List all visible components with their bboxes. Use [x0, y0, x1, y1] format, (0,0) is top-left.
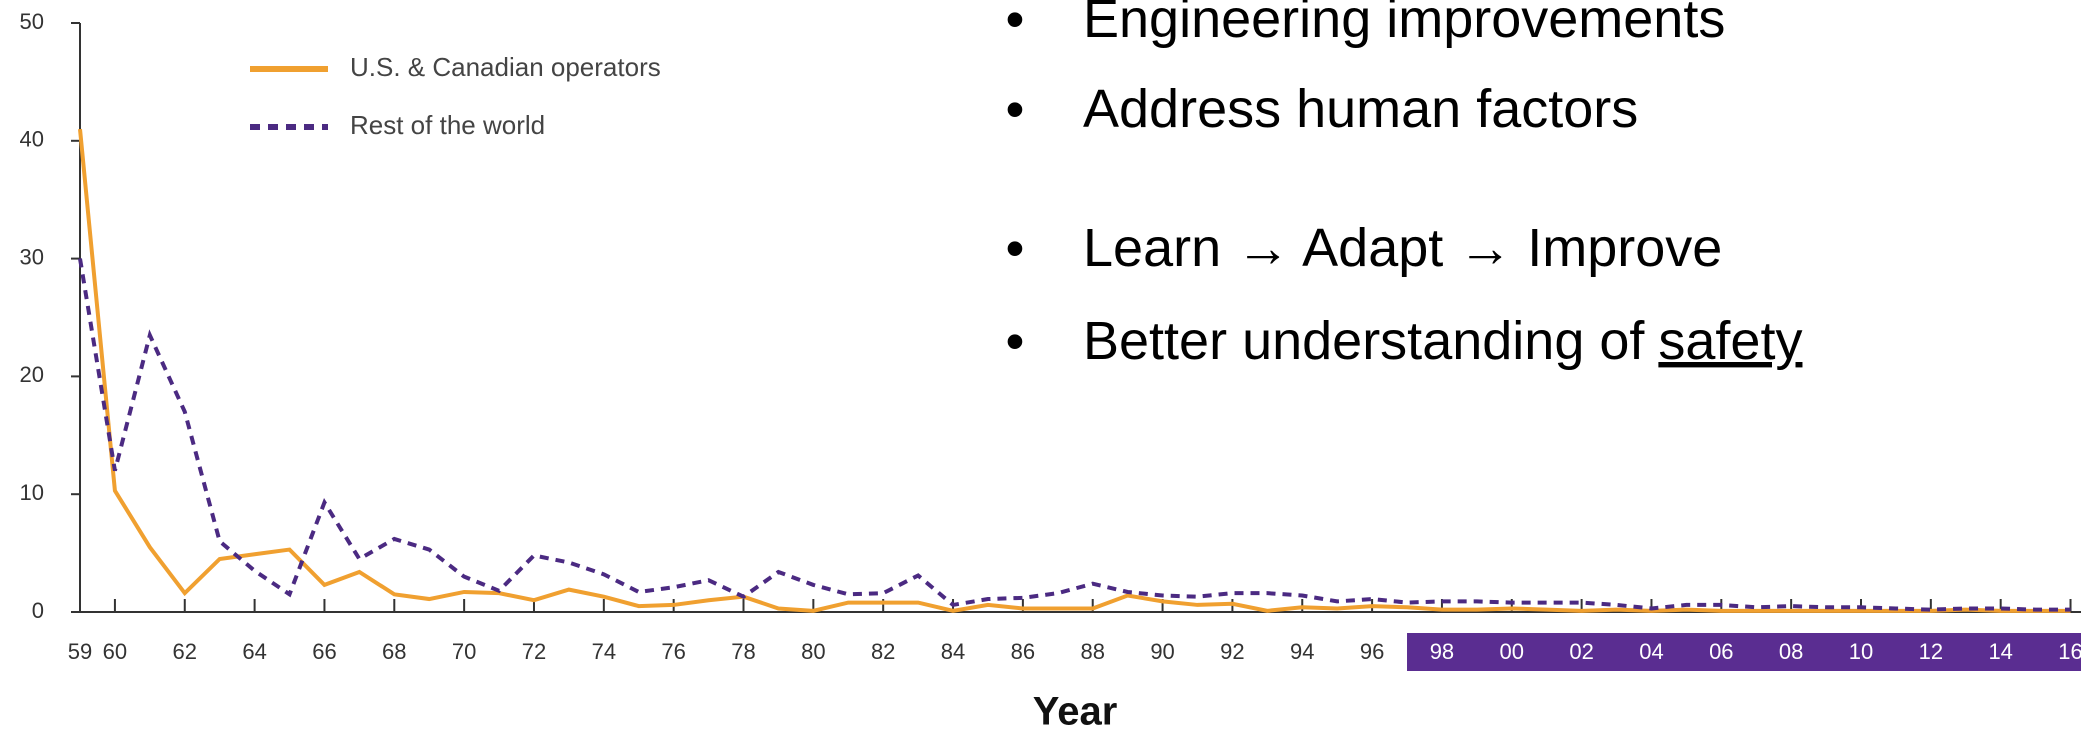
y-tick-label: 30 — [20, 244, 44, 269]
bullet-text: Better understanding of safety — [1083, 311, 1802, 371]
x-tick-label: 10 — [1849, 639, 1873, 664]
x-tick-label: 82 — [871, 639, 895, 664]
y-tick-label: 20 — [20, 362, 44, 387]
series-line — [78, 128, 2071, 613]
bullet-dot: • — [1006, 218, 1025, 278]
x-tick-label: 66 — [312, 639, 336, 664]
x-tick-label: 59 — [68, 639, 92, 664]
x-tick-label: 70 — [452, 639, 476, 664]
x-tick-label: 14 — [1988, 639, 2012, 664]
x-tick-label: 62 — [173, 639, 197, 664]
series-line — [78, 258, 2071, 612]
x-tick-label: 12 — [1919, 639, 1943, 664]
x-tick-label: 96 — [1360, 639, 1384, 664]
bullet-text-part: Better understanding of — [1083, 311, 1645, 371]
x-tick-label: 84 — [941, 639, 965, 664]
bullet-underlined: safety — [1658, 311, 1802, 371]
bullet-text-part: Address human factors — [1083, 79, 1638, 139]
bullet-text: Engineering improvements — [1083, 0, 1725, 49]
y-tick-label: 0 — [32, 598, 44, 623]
x-tick-label: 00 — [1500, 639, 1524, 664]
x-tick-label: 06 — [1709, 639, 1733, 664]
bullet-text: Address human factors — [1083, 79, 1638, 139]
x-tick-label: 08 — [1779, 639, 1803, 664]
x-tick-label: 76 — [661, 639, 685, 664]
x-axis-label: Year — [1033, 690, 1118, 732]
x-tick-label: 16 — [2058, 639, 2081, 664]
bullet-dot: • — [1006, 0, 1025, 49]
x-tick-label: 94 — [1290, 639, 1314, 664]
x-tick-label: 90 — [1150, 639, 1174, 664]
bullet-text-part: Learn → Adapt → Improve — [1083, 218, 1722, 278]
x-tick-label: 68 — [382, 639, 406, 664]
x-tick-label: 80 — [801, 639, 825, 664]
x-tick-label: 98 — [1430, 639, 1454, 664]
bullet-text: Learn → Adapt → Improve — [1083, 218, 1722, 278]
x-tick-label: 60 — [103, 639, 127, 664]
x-tick-label: 78 — [731, 639, 755, 664]
x-tick-label: 88 — [1080, 639, 1104, 664]
x-tick-label: 04 — [1639, 639, 1663, 664]
bullet-dot: • — [1006, 311, 1025, 371]
x-tick-label: 64 — [242, 639, 266, 664]
x-tick-label: 02 — [1569, 639, 1593, 664]
y-tick-label: 10 — [20, 480, 44, 505]
x-tick-label: 74 — [592, 639, 616, 664]
bullet-text-part: Engineering improvements — [1083, 0, 1725, 49]
y-tick-label: 50 — [20, 9, 44, 34]
y-tick-label: 40 — [20, 127, 44, 152]
x-tick-label: 92 — [1220, 639, 1244, 664]
bullet-dot: • — [1006, 79, 1025, 139]
x-tick-label: 72 — [522, 639, 546, 664]
highlight-band — [1407, 633, 2081, 671]
x-tick-label: 86 — [1011, 639, 1035, 664]
legend-label: Rest of the world — [350, 110, 545, 140]
legend-label: U.S. & Canadian operators — [350, 52, 661, 82]
